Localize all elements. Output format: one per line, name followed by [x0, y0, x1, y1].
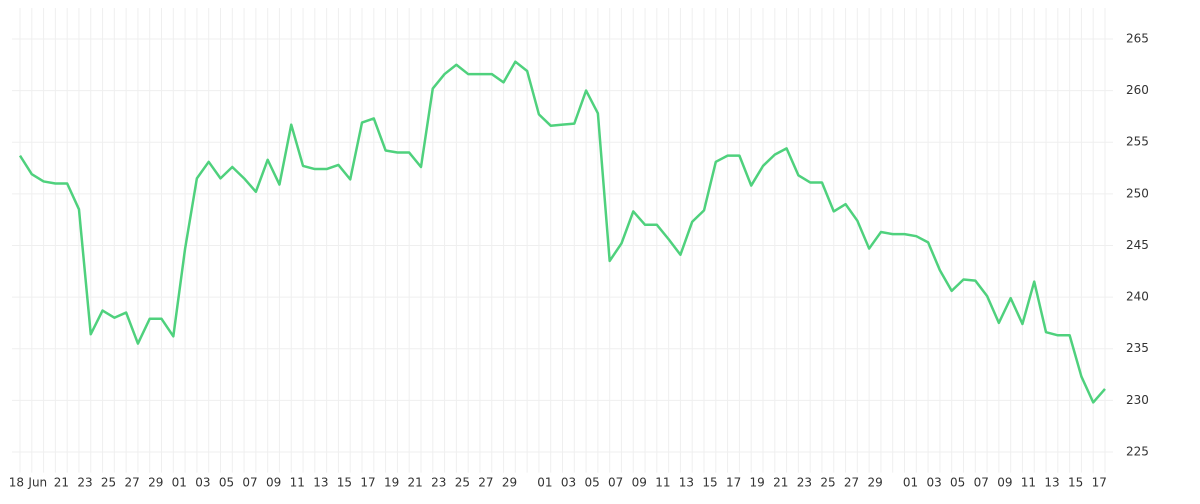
x-tick-label: 19	[384, 476, 399, 490]
x-tick-label: 27	[844, 476, 859, 490]
x-tick-label: 03	[195, 476, 210, 490]
x-tick-label: 09	[997, 476, 1012, 490]
x-tick-label: 21	[54, 476, 69, 490]
x-tick-label: 25	[820, 476, 835, 490]
x-tick-label: 13	[1044, 476, 1059, 490]
x-tick-label: 17	[1092, 476, 1107, 490]
x-tick-label: 01	[903, 476, 918, 490]
x-tick-label: 27	[125, 476, 140, 490]
y-tick-label: 245	[1126, 238, 1149, 252]
x-tick-label: 11	[655, 476, 670, 490]
x-tick-label: 21	[773, 476, 788, 490]
x-tick-label: 21	[408, 476, 423, 490]
x-tick-label: 17	[360, 476, 375, 490]
x-tick-label: 05	[950, 476, 965, 490]
x-tick-label: 27	[478, 476, 493, 490]
y-tick-label: 255	[1126, 135, 1149, 149]
x-tick-label: 07	[608, 476, 623, 490]
x-tick-label: 03	[561, 476, 576, 490]
x-tick-label: 19	[750, 476, 765, 490]
x-tick-label: 23	[797, 476, 812, 490]
y-tick-label: 230	[1126, 393, 1149, 407]
y-tick-label: 260	[1126, 83, 1149, 97]
y-tick-label: 265	[1126, 31, 1149, 45]
x-tick-label: 29	[502, 476, 517, 490]
x-tick-label: 11	[1021, 476, 1036, 490]
x-tick-label: 29	[148, 476, 163, 490]
x-tick-label: 18	[9, 476, 24, 490]
x-tick-label: 17	[726, 476, 741, 490]
x-tick-label: 07	[974, 476, 989, 490]
x-tick-label: 09	[266, 476, 281, 490]
x-tick-label: 05	[219, 476, 234, 490]
x-tick-label: 25	[101, 476, 116, 490]
y-tick-label: 235	[1126, 341, 1149, 355]
x-tick-label: 01	[537, 476, 552, 490]
x-tick-label: 07	[242, 476, 257, 490]
y-tick-label: 250	[1126, 186, 1149, 200]
x-tick-label: 15	[337, 476, 352, 490]
x-tick-label: 29	[867, 476, 882, 490]
x-tick-label: 25	[455, 476, 470, 490]
x-tick-label: 13	[313, 476, 328, 490]
x-tick-label: 23	[77, 476, 92, 490]
x-tick-label: 09	[632, 476, 647, 490]
x-tick-label: Jun	[27, 476, 47, 490]
y-tick-label: 240	[1126, 290, 1149, 304]
y-tick-label: 225	[1126, 444, 1149, 458]
x-tick-label: 15	[702, 476, 717, 490]
price-line	[18, 60, 1106, 404]
x-tick-label: 05	[584, 476, 599, 490]
x-tick-label: 11	[290, 476, 305, 490]
x-tick-label: 03	[926, 476, 941, 490]
x-tick-label: 01	[172, 476, 187, 490]
x-tick-label: 13	[679, 476, 694, 490]
x-tick-label: 15	[1068, 476, 1083, 490]
x-tick-label: 23	[431, 476, 446, 490]
